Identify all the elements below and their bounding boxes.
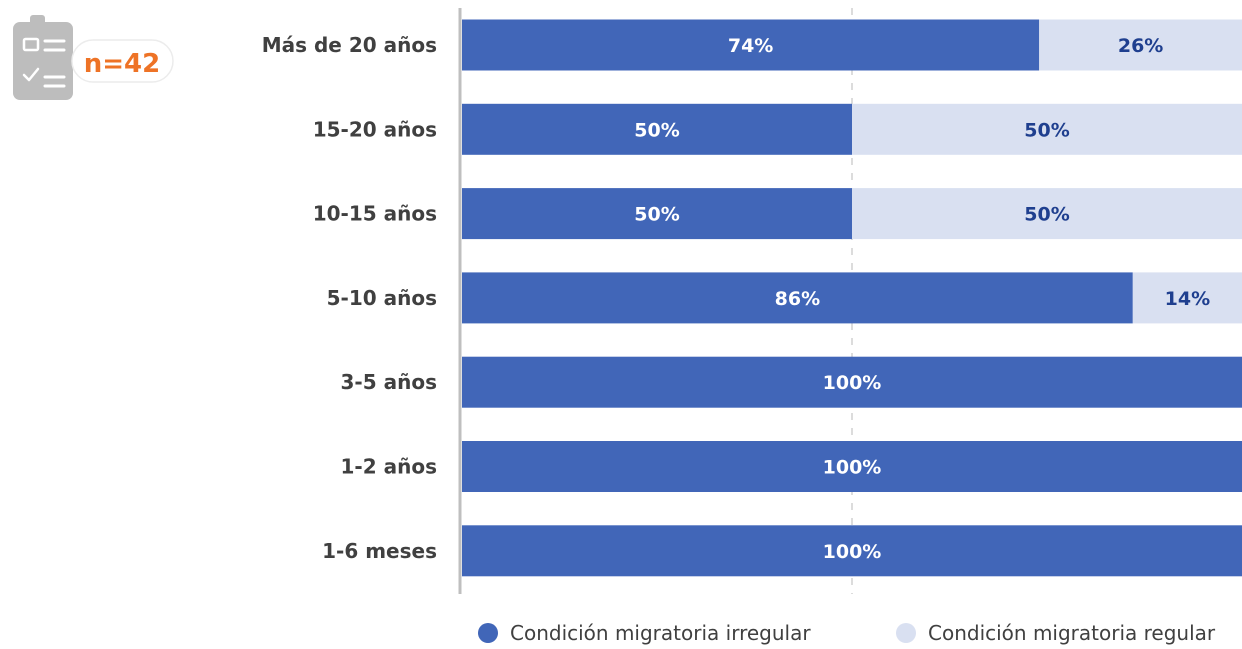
category-labels: Más de 20 años 15-20 años 10-15 años 5-10 a… xyxy=(262,33,437,563)
bar-segment-irregular xyxy=(462,356,1242,408)
data-label: 50% xyxy=(634,204,679,226)
legend-marker xyxy=(896,623,916,643)
bar-segment-regular xyxy=(1132,272,1242,324)
data-label: 50% xyxy=(1024,204,1069,226)
bar-segment-regular xyxy=(852,103,1242,155)
category-label: 10-15 años xyxy=(313,202,437,226)
data-label: 50% xyxy=(1024,119,1069,141)
legend: Condición migratoria irregular Condición … xyxy=(478,621,1216,645)
bar-segment-regular xyxy=(852,188,1242,240)
legend-marker xyxy=(478,623,498,643)
data-label: 14% xyxy=(1165,288,1210,310)
bar-segment-irregular xyxy=(462,188,852,240)
bar-segment-irregular xyxy=(462,103,852,155)
bar-segment-irregular xyxy=(462,19,1040,71)
sample-size-badge: n=42 xyxy=(13,15,174,100)
data-label: 74% xyxy=(728,35,773,57)
legend-label: Condición migratoria regular xyxy=(928,621,1216,645)
badge-pill xyxy=(71,39,174,83)
bar-segment-irregular xyxy=(462,441,1242,492)
category-label: 3-5 años xyxy=(341,370,437,394)
category-label: 5-10 años xyxy=(327,286,437,310)
legend-label: Condición migratoria irregular xyxy=(510,621,811,645)
data-label: 100% xyxy=(823,372,882,394)
bar-segment-irregular xyxy=(462,272,1133,324)
category-label: 1-2 años xyxy=(341,455,437,479)
clipboard-checklist-icon xyxy=(13,15,73,100)
data-label: 26% xyxy=(1118,35,1163,57)
data-label: 100% xyxy=(823,457,882,479)
bar-segment-regular xyxy=(1039,19,1242,71)
category-label: 15-20 años xyxy=(313,117,437,141)
sample-size-label: n=42 xyxy=(84,49,160,79)
data-label: 100% xyxy=(823,541,882,563)
category-label: Más de 20 años xyxy=(262,33,437,57)
category-label: 1-6 meses xyxy=(322,539,437,563)
bars xyxy=(462,19,1242,577)
data-label: 86% xyxy=(775,288,820,310)
data-labels: 74% 26% 50% 50% 50% 50% 86% 14% 100% 100% 100% xyxy=(634,35,1210,563)
bar-segment-irregular xyxy=(462,525,1242,577)
data-label: 50% xyxy=(634,119,679,141)
